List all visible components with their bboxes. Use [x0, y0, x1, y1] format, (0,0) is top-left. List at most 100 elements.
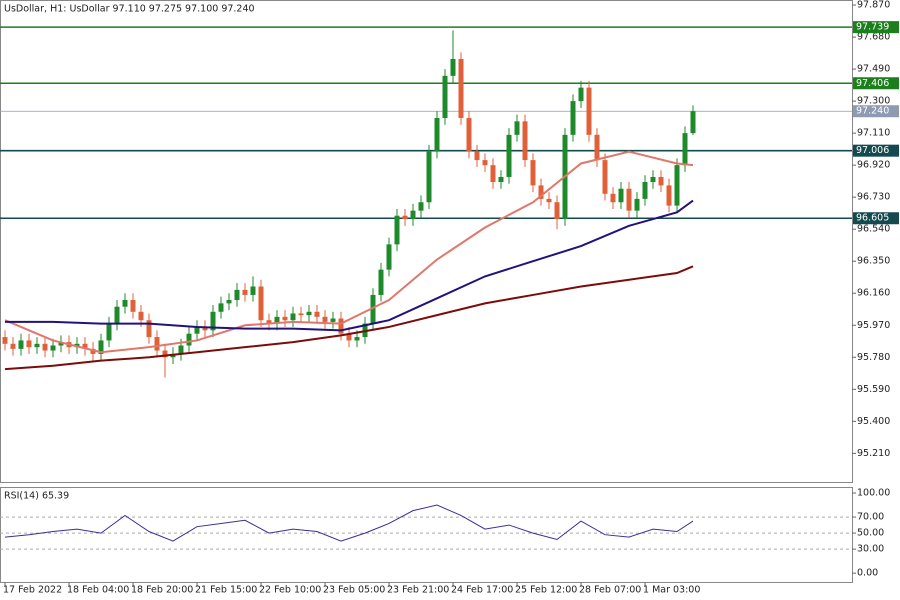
candle-body	[2, 337, 8, 344]
moving-average	[5, 199, 694, 332]
candle-body	[658, 176, 664, 186]
candle-body	[282, 316, 288, 321]
candle-body	[514, 121, 520, 135]
x-tick-label: 21 Feb 15:00	[195, 585, 257, 596]
candle-body	[458, 58, 464, 118]
candle-body	[314, 311, 320, 317]
level-label-box	[853, 144, 899, 157]
candle-body	[178, 345, 184, 354]
candle-body	[538, 185, 544, 199]
x-tick-label: 18 Feb 04:00	[67, 585, 129, 596]
candle-body	[34, 343, 40, 348]
candle-body	[466, 117, 472, 152]
y-tick-label: 96.920	[857, 160, 890, 171]
x-tick-label: 23 Feb 21:00	[387, 585, 449, 596]
candle-body	[154, 337, 160, 351]
level-label: 97.739	[856, 22, 889, 33]
y-tick-label: 96.730	[857, 192, 890, 203]
candle-body	[530, 160, 536, 186]
candle-body	[290, 313, 296, 321]
candle-body	[634, 198, 640, 211]
y-tick-label: 97.300	[857, 96, 890, 107]
moving-average	[4, 150, 694, 354]
chart-title: UsDollar, H1: UsDollar 97.110 97.275 97.…	[4, 4, 255, 15]
candle-body	[402, 215, 408, 220]
candle-body	[122, 299, 128, 307]
candle-body	[594, 134, 600, 161]
level-label: 97.406	[856, 78, 889, 89]
candle-body	[666, 185, 672, 206]
rsi-panel	[0, 487, 853, 583]
price-panel	[0, 0, 853, 483]
y-tick-label: 97.870	[857, 0, 890, 11]
candle-body	[370, 294, 376, 324]
level-label-box	[853, 77, 899, 90]
candle-body	[18, 340, 24, 349]
candle-body	[650, 176, 656, 183]
candle-body	[274, 316, 280, 324]
candle-body	[130, 299, 136, 312]
candle-body	[418, 202, 424, 211]
candle-body	[58, 342, 64, 346]
candle-body	[90, 348, 96, 354]
candle-body	[194, 326, 200, 334]
candle-body	[266, 320, 272, 324]
candle-body	[498, 176, 504, 183]
candle-body	[570, 101, 576, 135]
candle-body	[322, 316, 328, 322]
candle-body	[450, 58, 456, 76]
candle-body	[234, 289, 240, 300]
candle-body	[554, 202, 560, 220]
y-tick-label: 95.210	[857, 448, 890, 459]
moving-average	[4, 265, 694, 371]
x-tick-label: 25 Feb 12:00	[515, 585, 577, 596]
candle-body	[162, 350, 168, 358]
x-tick-label: 23 Feb 05:00	[323, 585, 385, 596]
candle-body	[210, 311, 216, 331]
candle-body	[250, 286, 256, 295]
rsi-title: RSI(14) 65.39	[4, 491, 69, 502]
candle-body	[218, 303, 224, 312]
candle-body	[306, 311, 312, 316]
rsi-tick-label: 0.00	[857, 568, 878, 579]
candle-body	[346, 333, 352, 341]
candle-body	[26, 340, 32, 348]
x-tick-label: 28 Feb 07:00	[579, 585, 641, 596]
candle-body	[410, 210, 416, 220]
candle-body	[138, 311, 144, 321]
candle-body	[202, 326, 208, 331]
candle-body	[114, 306, 120, 324]
level-label: 97.006	[856, 145, 889, 156]
candle-body	[618, 188, 624, 203]
x-tick-label: 18 Feb 20:00	[131, 585, 193, 596]
candle-body	[146, 320, 152, 338]
level-label-box	[853, 105, 899, 118]
candle-body	[378, 269, 384, 295]
y-tick-label: 97.110	[857, 128, 890, 139]
candle-body	[690, 111, 696, 134]
rsi-line	[4, 504, 694, 542]
level-label-box	[853, 21, 899, 34]
candle-body	[578, 87, 584, 102]
x-tick-label: 24 Feb 17:00	[451, 585, 513, 596]
candle-body	[610, 193, 616, 203]
candle-body	[674, 165, 680, 206]
candle-body	[682, 133, 688, 166]
candle-body	[338, 318, 344, 334]
y-tick-label: 96.350	[857, 256, 890, 267]
y-tick-label: 95.970	[857, 320, 890, 331]
candle-body	[242, 289, 248, 295]
candle-body	[642, 182, 648, 199]
candle-body	[50, 345, 56, 351]
candle-body	[586, 87, 592, 135]
candle-body	[42, 343, 48, 351]
y-tick-label: 97.490	[857, 64, 890, 75]
candle-body	[506, 134, 512, 177]
candle-body	[490, 165, 496, 183]
candle-body	[522, 121, 528, 161]
y-tick-label: 95.590	[857, 384, 890, 395]
x-tick-label: 17 Feb 2022	[3, 585, 62, 596]
y-tick-label: 96.540	[857, 224, 890, 235]
level-label-box	[853, 212, 899, 225]
